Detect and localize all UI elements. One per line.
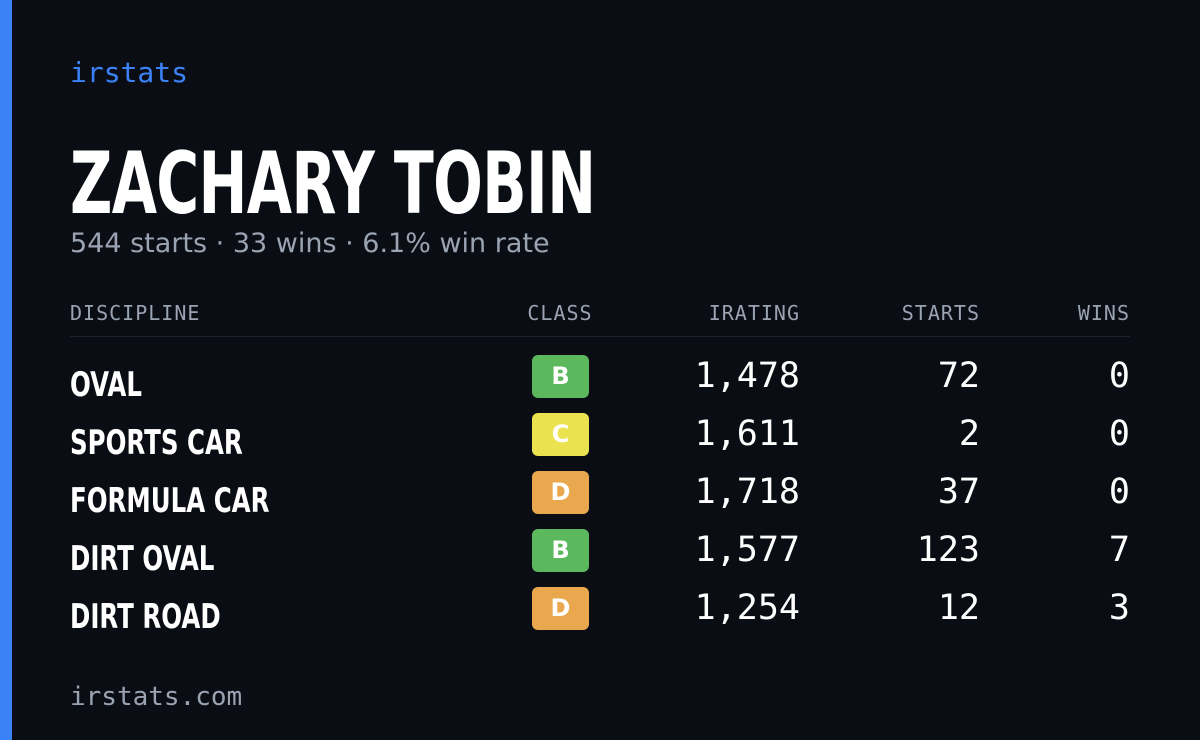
class-badge: B [532, 355, 589, 398]
discipline: DIRT OVAL [70, 539, 215, 579]
irating-value: 1,718 [694, 472, 800, 512]
column-header: WINS [1077, 301, 1130, 325]
class-badge: B [532, 529, 589, 572]
driver-name: ZACHARY TOBIN [70, 134, 596, 234]
irating-value: 1,254 [694, 588, 800, 628]
column-header: CLASS [527, 301, 593, 325]
starts-value: 123 [916, 530, 980, 570]
accent-stripe [0, 0, 12, 740]
irating-value: 1,577 [694, 530, 800, 570]
wins-value: 0 [1108, 472, 1130, 512]
discipline: DIRT ROAD [70, 597, 221, 637]
starts-value: 37 [937, 472, 980, 512]
header-rule [70, 336, 1130, 337]
brand: irstats [70, 56, 189, 89]
class-badge: D [532, 587, 589, 630]
column-header: STARTS [901, 301, 980, 325]
column-header: IRATING [708, 301, 800, 325]
discipline: SPORTS CAR [70, 423, 243, 463]
footer: irstats.com [70, 682, 243, 712]
starts-value: 72 [937, 356, 980, 396]
irating-value: 1,611 [694, 414, 800, 454]
discipline: FORMULA CAR [70, 481, 270, 521]
discipline: OVAL [70, 365, 142, 405]
irating-value: 1,478 [694, 356, 800, 396]
starts-value: 12 [937, 588, 980, 628]
starts-value: 2 [958, 414, 980, 454]
class-badge: C [532, 413, 589, 456]
wins-value: 7 [1108, 530, 1130, 570]
wins-value: 0 [1108, 356, 1130, 396]
wins-value: 0 [1108, 414, 1130, 454]
driver-summary: 544 starts · 33 wins · 6.1% win rate [70, 228, 550, 259]
wins-value: 3 [1108, 588, 1130, 628]
class-badge: D [532, 471, 589, 514]
column-header: DISCIPLINE [70, 301, 201, 325]
